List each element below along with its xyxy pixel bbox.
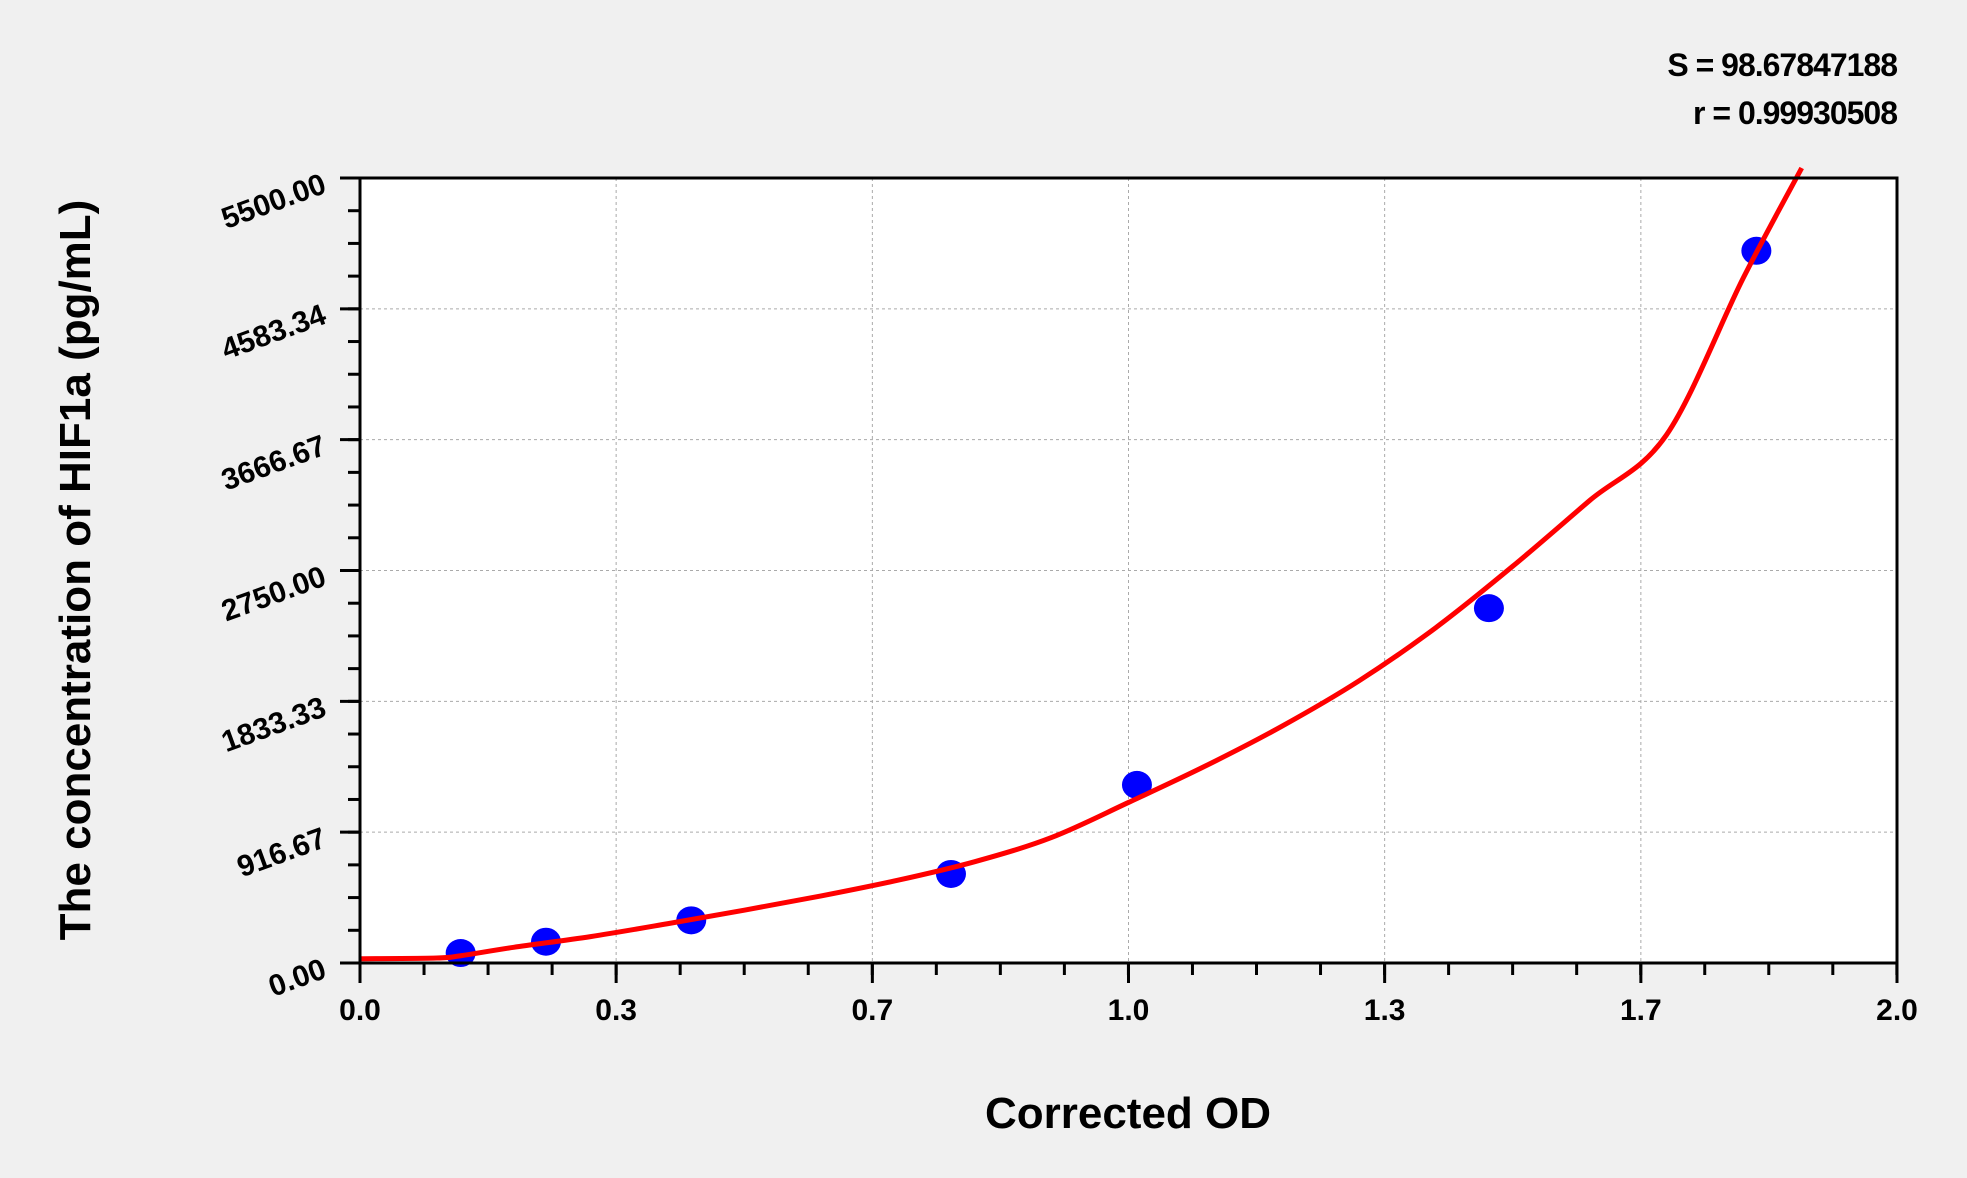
y-tick-label: 3666.67 bbox=[217, 429, 330, 497]
y-tick-label: 1833.33 bbox=[217, 691, 330, 759]
y-tick-label: 2750.00 bbox=[217, 560, 330, 628]
annotation-r: r = 0.99930508 bbox=[1693, 95, 1897, 131]
y-tick-label: 916.67 bbox=[233, 822, 331, 884]
x-tick-label: 0.7 bbox=[851, 994, 893, 1027]
x-tick-label: 2.0 bbox=[1876, 994, 1918, 1027]
x-tick-label: 1.7 bbox=[1620, 994, 1662, 1027]
data-point bbox=[445, 939, 476, 968]
y-axis-label: The concentration of HIF1a (pg/mL) bbox=[51, 200, 100, 941]
y-tick-label: 4583.34 bbox=[217, 298, 330, 366]
y-tick-label: 0.00 bbox=[264, 953, 330, 1004]
data-point bbox=[1121, 770, 1152, 799]
marks bbox=[359, 166, 1804, 968]
plot-frame bbox=[358, 176, 1899, 965]
annotation-s: S = 98.67847188 bbox=[1667, 47, 1897, 83]
data-point bbox=[1473, 594, 1504, 623]
x-tick-label: 1.0 bbox=[1108, 994, 1150, 1027]
y-tick-label: 5500.00 bbox=[217, 168, 330, 236]
x-tick-label: 0.3 bbox=[595, 994, 637, 1027]
x-tick-label: 1.3 bbox=[1364, 994, 1406, 1027]
x-axis-label: Corrected OD bbox=[985, 1089, 1271, 1138]
x-tick-label: 0.0 bbox=[339, 994, 381, 1027]
grid bbox=[360, 178, 1897, 963]
fit-curve bbox=[359, 166, 1804, 962]
